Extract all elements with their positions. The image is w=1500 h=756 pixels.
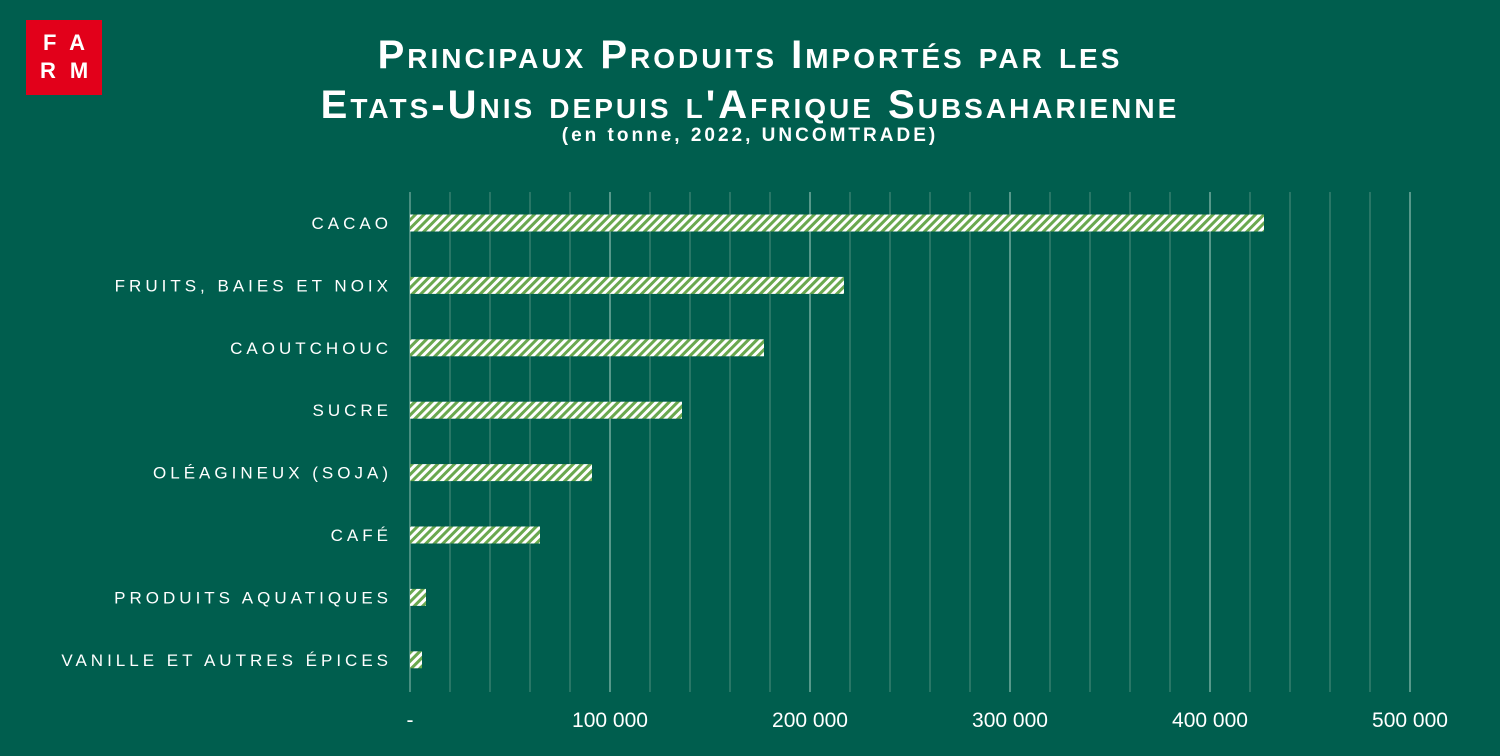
x-tick-label: 400 000 <box>1172 709 1248 732</box>
x-tick-label: 100 000 <box>572 709 648 732</box>
chart-subtitle: (en tonne, 2022, UNCOMTRADE) <box>561 125 939 146</box>
bar <box>410 401 682 419</box>
bars <box>410 214 1264 669</box>
farm-logo: FA RM <box>26 20 102 95</box>
logo-line-1: FA <box>42 30 100 55</box>
category-label: PRODUITS AQUATIQUES <box>114 588 392 607</box>
category-label: SUCRE <box>312 401 392 420</box>
category-labels: CACAO FRUITS, BAIES ET NOIX CAOUTCHOUC SUCR… <box>61 214 392 670</box>
x-tick-label: - <box>407 709 414 732</box>
bar <box>410 651 422 669</box>
x-tick-label: 200 000 <box>772 709 848 732</box>
logo-line-2: RM <box>40 58 103 83</box>
bar <box>410 588 426 606</box>
bar <box>410 526 540 544</box>
category-label: FRUITS, BAIES ET NOIX <box>115 276 392 295</box>
chart-title: Principaux Produits Importés par les Eta… <box>150 30 1350 130</box>
x-tick-label: 300 000 <box>972 709 1048 732</box>
category-label: VANILLE ET AUTRES ÉPICES <box>61 651 392 670</box>
bar <box>410 276 844 294</box>
chart-title-line-2: Etats-Unis depuis l'Afrique Subsaharienn… <box>320 83 1180 127</box>
category-label: OLÉAGINEUX (SOJA) <box>153 464 392 483</box>
category-label: CACAO <box>312 214 392 233</box>
bar <box>410 339 764 357</box>
category-label: CAFÉ <box>331 526 392 545</box>
bar <box>410 464 592 482</box>
x-axis-ticks: - 100 000 200 000 300 000 400 000 500 000 <box>407 709 1448 732</box>
bar <box>410 214 1264 232</box>
category-label: CAOUTCHOUC <box>230 339 392 358</box>
chart-title-line-1: Principaux Produits Importés par les <box>377 33 1123 77</box>
grid-lines <box>409 192 1411 692</box>
x-tick-label: 500 000 <box>1372 709 1448 732</box>
